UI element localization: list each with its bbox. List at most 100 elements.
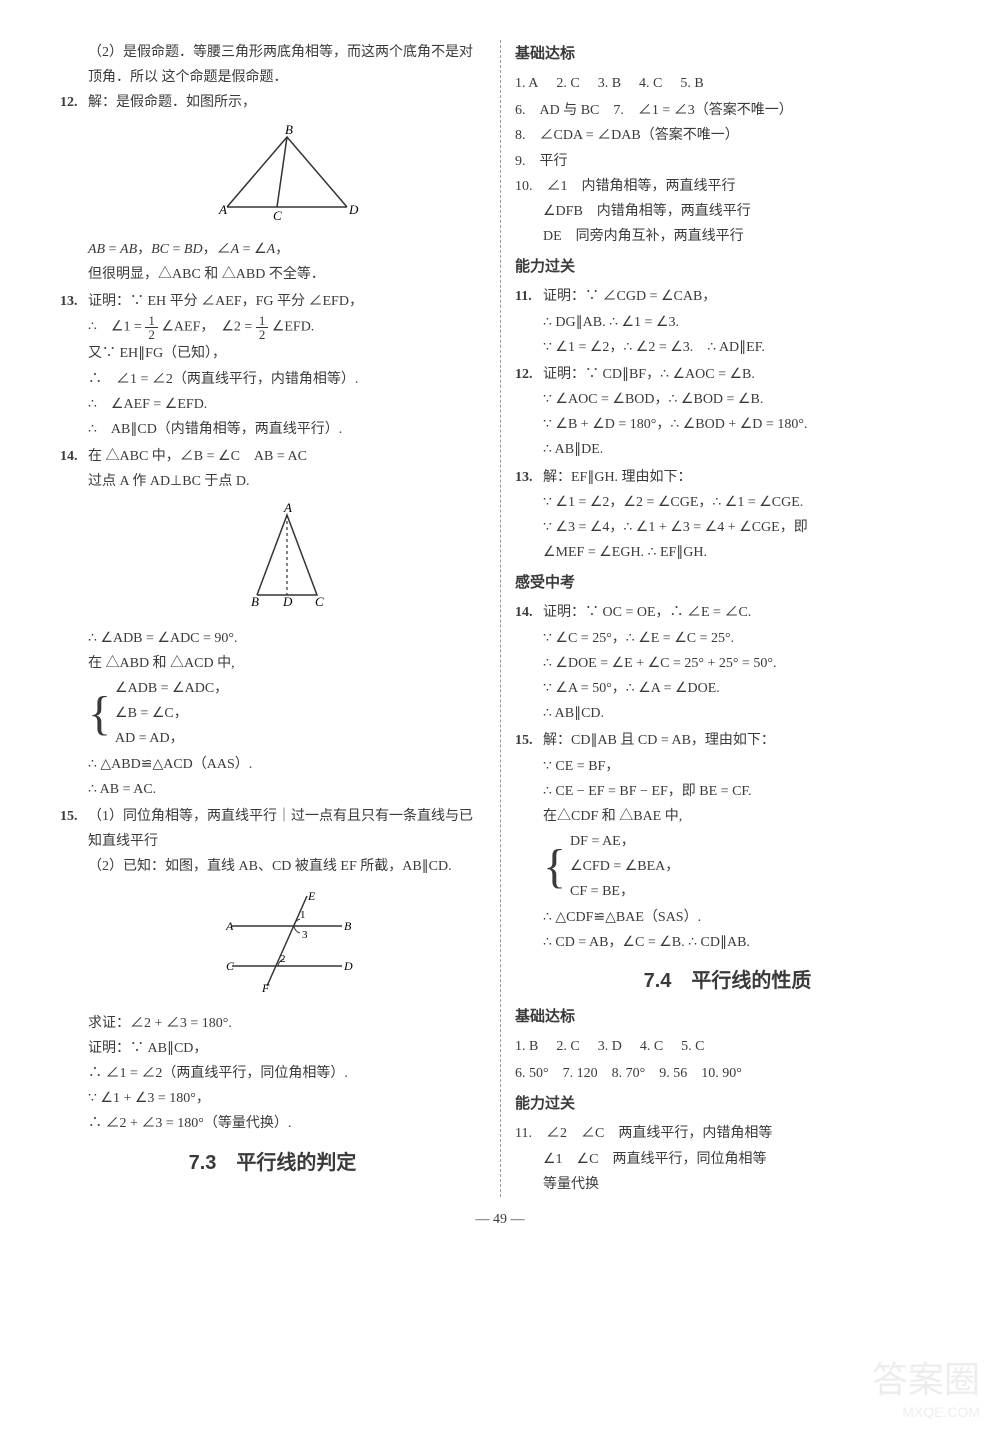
r-q15-l6: ∴ CD = AB，∠C = ∠B. ∴ CD∥AB. [543,930,940,955]
q14-l2: 过点 A 作 AD⊥BC 于点 D. [88,469,485,494]
q13-l6: ∴ AB∥CD（内错角相等，两直线平行）. [88,417,485,442]
page-number: — 49 — [60,1207,940,1232]
ans-10c: DE 同旁内角互补，两直线平行 [543,224,940,249]
q14-figure: A B D C [88,500,485,619]
r-q15-b3: CF = BE， [570,879,679,904]
svg-text:C: C [273,208,282,222]
r-q15-brace: { DF = AE， ∠CFD = ∠BEA， CF = BE， [543,829,940,905]
r-q11-num: 11. [515,284,543,360]
q13-l5: ∴ ∠AEF = ∠EFD. [88,392,485,417]
q13-num: 13. [60,289,88,442]
q14-l1: 在 △ABC 中，∠B = ∠C AB = AC [88,444,485,469]
ans-b6: 6. 50° 7. 120 8. 70° 9. 56 10. 90° [515,1061,940,1086]
svg-text:D: D [343,959,353,973]
ans-row-1: 1. A2. C3. B4. C5. B [515,71,940,96]
ans-c11c: 等量代换 [543,1172,940,1197]
q13-l3: 又∵ EH∥FG（已知）， [88,341,485,366]
r-q14-num: 14. [515,600,543,726]
r-q12-l2: ∵ ∠AOC = ∠BOD，∴ ∠BOD = ∠B. [543,387,940,412]
r-q12: 12. 证明：∵ CD∥BF，∴ ∠AOC = ∠B. ∵ ∠AOC = ∠BO… [515,362,940,463]
svg-text:C: C [315,594,324,609]
subhead-ganshou: 感受中考 [515,569,940,596]
r-q13-l2: ∵ ∠1 = ∠2，∠2 = ∠CGE，∴ ∠1 = ∠CGE. [543,490,940,515]
r-q15-l1: 解：CD∥AB 且 CD = AB，理由如下： [543,728,940,753]
q14-l4: 在 △ABD 和 △ACD 中, [88,651,485,676]
q14-b2: ∠B = ∠C， [115,701,228,726]
svg-text:3: 3 [302,929,308,941]
q12-num: 12. [60,90,88,287]
q13-l1: 证明：∵ EH 平分 ∠AEF，FG 平分 ∠EFD， [88,289,485,314]
q15-l4: 证明：∵ AB∥CD， [88,1036,485,1061]
subhead-jichu: 基础达标 [515,40,940,67]
r-q14: 14. 证明：∵ OC = OE，∴ ∠E = ∠C. ∵ ∠C = 25°，∴… [515,600,940,726]
r-q13-l3: ∵ ∠3 = ∠4，∴ ∠1 + ∠3 = ∠4 + ∠CGE，即 [543,515,940,540]
q12-figure: A B C D [88,122,485,231]
r-q15-l5: ∴ △CDF≌△BAE（SAS）. [543,905,940,930]
q15-l7: ∴ ∠2 + ∠3 = 180°（等量代换）. [88,1111,485,1136]
q12-l2: AB = AB，BC = BD，∠A = ∠A， [88,237,485,262]
r-q13-num: 13. [515,465,543,566]
page-content: （2）是假命题．等腰三角形两底角相等，而这两个底角不是对顶角．所以 这个命题是假… [60,40,940,1197]
r-q11-l2: ∴ DG∥AB. ∴ ∠1 = ∠3. [543,310,940,335]
q15-l5: ∴ ∠1 = ∠2（两直线平行，同位角相等）. [88,1061,485,1086]
r-q15-l4: 在△CDF 和 △BAE 中, [543,804,940,829]
r-q13-l4: ∠MEF = ∠EGH. ∴ EF∥GH. [543,540,940,565]
q11-part2: （2）是假命题．等腰三角形两底角相等，而这两个底角不是对顶角．所以 这个命题是假… [88,40,485,90]
ans-8: 8. ∠CDA = ∠DAB（答案不唯一） [515,123,940,148]
q14-l6: ∴ AB = AC. [88,777,485,802]
svg-text:B: B [251,594,259,609]
svg-text:A: A [225,919,234,933]
r-q13-l1: 解：EF∥GH. 理由如下： [543,465,940,490]
watermark-main: 答案圈 [872,1348,980,1413]
q13-l4: ∴ ∠1 = ∠2（两直线平行，内错角相等）. [88,367,485,392]
watermark-sub: MXQE.COM [902,1400,980,1425]
svg-text:D: D [282,594,293,609]
r-q14-l3: ∴ ∠DOE = ∠E + ∠C = 25° + 25° = 50°. [543,651,940,676]
q14-b1: ∠ADB = ∠ADC， [115,676,228,701]
q15-l6: ∵ ∠1 + ∠3 = 180°， [88,1086,485,1111]
q14: 14. 在 △ABC 中，∠B = ∠C AB = AC 过点 A 作 AD⊥B… [60,444,485,802]
r-q14-l5: ∴ AB∥CD. [543,701,940,726]
r-q12-l3: ∵ ∠B + ∠D = 180°，∴ ∠BOD + ∠D = 180°. [543,412,940,437]
ans-row-b: 1. B2. C3. D4. C5. C [515,1034,940,1059]
r-q11-l1: 证明：∵ ∠CGD = ∠CAB， [543,284,940,309]
svg-text:A: A [283,500,292,515]
ans-c11a: 11. ∠2 ∠C 两直线平行，内错角相等 [515,1121,940,1146]
ans-9: 9. 平行 [515,149,940,174]
r-q12-l1: 证明：∵ CD∥BF，∴ ∠AOC = ∠B. [543,362,940,387]
q14-l3: ∴ ∠ADB = ∠ADC = 90°. [88,626,485,651]
r-q15-b1: DF = AE， [570,829,679,854]
q15-l1: （1）同位角相等，两直线平行｜过一点有且只有一条直线与已知直线平行 [88,804,485,854]
q13: 13. 证明：∵ EH 平分 ∠AEF，FG 平分 ∠EFD， ∴ ∠1 = 1… [60,289,485,442]
ans-10a: 10. ∠1 内错角相等，两直线平行 [515,174,940,199]
q12-l3: 但很明显，△ABC 和 △ABD 不全等． [88,262,485,287]
r-q11: 11. 证明：∵ ∠CGD = ∠CAB， ∴ DG∥AB. ∴ ∠1 = ∠3… [515,284,940,360]
svg-text:B: B [285,122,293,137]
subhead-nengli2: 能力过关 [515,1090,940,1117]
svg-text:A: A [218,202,227,217]
ans-c11b: ∠1 ∠C 两直线平行，同位角相等 [543,1147,940,1172]
svg-text:D: D [348,202,359,217]
q14-l5: ∴ △ABD≌△ACD（AAS）. [88,752,485,777]
r-q15-b2: ∠CFD = ∠BEA， [570,854,679,879]
r-q14-l2: ∵ ∠C = 25°，∴ ∠E = ∠C = 25°. [543,626,940,651]
r-q15-l3: ∴ CE − EF = BF − EF，即 BE = CF. [543,779,940,804]
r-q14-l1: 证明：∵ OC = OE，∴ ∠E = ∠C. [543,600,940,625]
q14-b3: AD = AD， [115,726,228,751]
q15: 15. （1）同位角相等，两直线平行｜过一点有且只有一条直线与已知直线平行 （2… [60,804,485,1137]
q12: 12. 解：是假命题．如图所示， A B C D AB = AB，BC = BD… [60,90,485,287]
svg-text:C: C [226,959,235,973]
svg-text:E: E [307,889,316,903]
section-7-4-title: 7.4 平行线的性质 [515,963,940,999]
r-q13: 13. 解：EF∥GH. 理由如下： ∵ ∠1 = ∠2，∠2 = ∠CGE，∴… [515,465,940,566]
r-q14-l4: ∵ ∠A = 50°，∴ ∠A = ∠DOE. [543,676,940,701]
ans-6-7: 6. AD 与 BC 7. ∠1 = ∠3（答案不唯一） [515,98,940,123]
q13-l2: ∴ ∠1 = 12 ∠AEF， ∠2 = 12 ∠EFD. [88,314,485,341]
q15-l3: 求证：∠2 + ∠3 = 180°. [88,1011,485,1036]
subhead-nengli: 能力过关 [515,253,940,280]
subhead-jichu2: 基础达标 [515,1003,940,1030]
r-q15: 15. 解：CD∥AB 且 CD = AB，理由如下： ∵ CE = BF， ∴… [515,728,940,955]
q15-num: 15. [60,804,88,1137]
svg-text:B: B [344,919,352,933]
q12-l1: 解：是假命题．如图所示， [88,90,485,115]
